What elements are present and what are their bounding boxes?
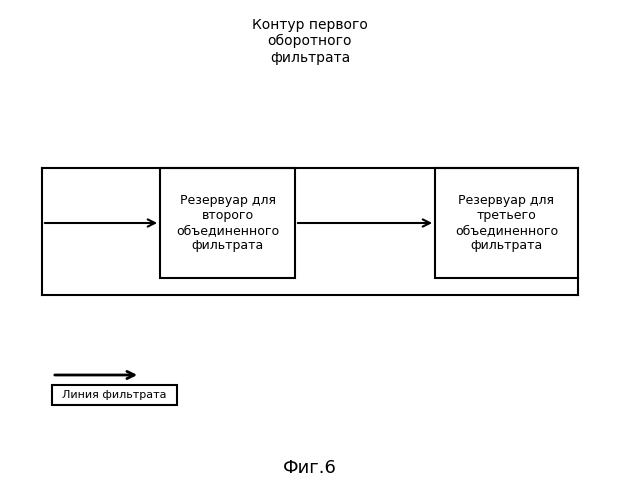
Bar [435, 168, 578, 278]
Text: Контур первого
оборотного
фильтрата: Контур первого оборотного фильтрата [252, 18, 368, 64]
Text: Линия фильтрата: Линия фильтрата [63, 390, 167, 400]
Text: Фиг.6: Фиг.6 [283, 459, 337, 477]
Text: Резервуар для
третьего
объединенного
фильтрата: Резервуар для третьего объединенного фил… [455, 194, 558, 252]
Bar [160, 168, 295, 278]
Bar [52, 385, 177, 405]
Text: Резервуар для
второго
объединенного
фильтрата: Резервуар для второго объединенного филь… [176, 194, 279, 252]
